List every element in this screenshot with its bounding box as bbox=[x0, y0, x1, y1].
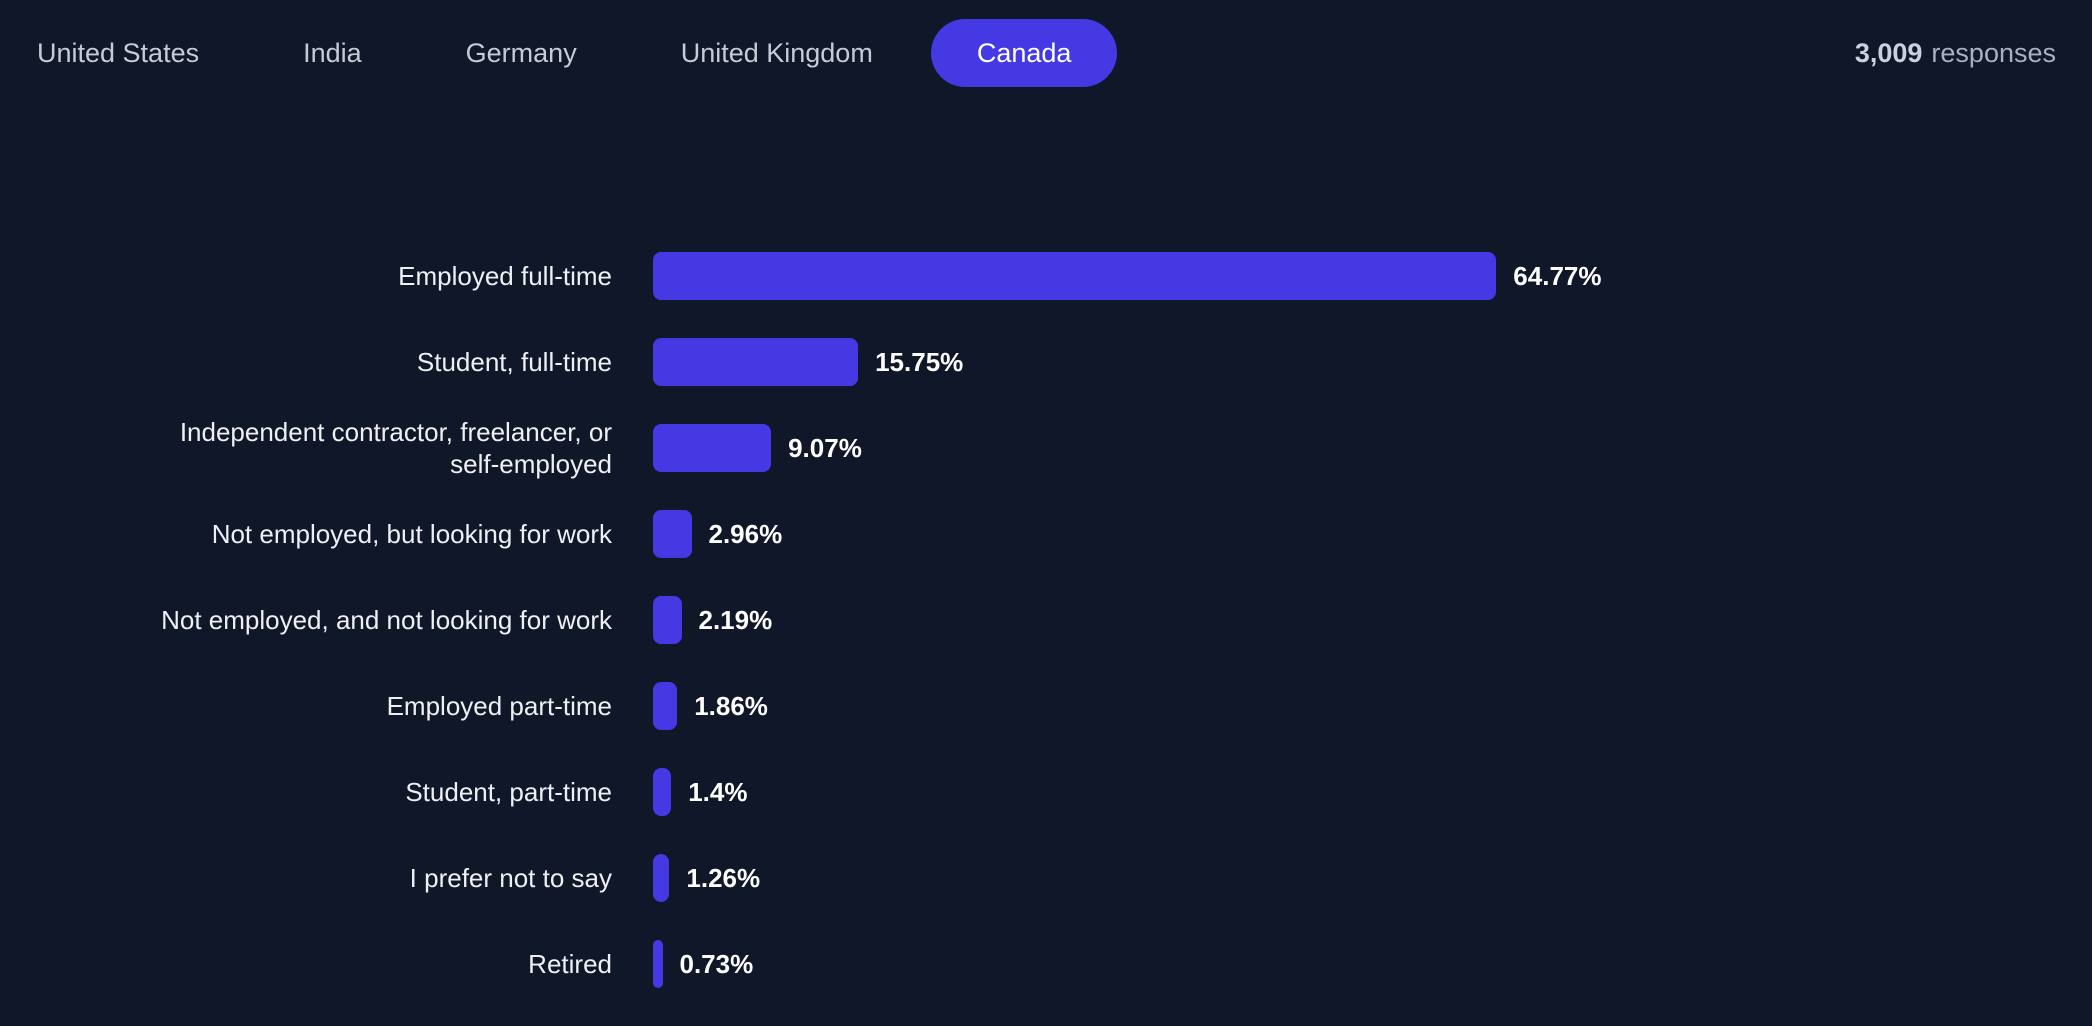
value-label: 64.77% bbox=[1513, 260, 1602, 291]
value-label: 15.75% bbox=[875, 346, 964, 377]
category-label: Employed full-time bbox=[398, 261, 612, 291]
value-label: 9.07% bbox=[788, 432, 862, 463]
bar-wrap: 1.86% bbox=[653, 682, 768, 730]
country-tabs: United States India Germany United Kingd… bbox=[37, 0, 1118, 106]
bar-wrap: 2.19% bbox=[653, 596, 772, 644]
value-label: 2.19% bbox=[698, 604, 773, 635]
category-label: Employed part-time bbox=[386, 691, 612, 721]
chart-row: Not employed, but looking for work 2.96% bbox=[0, 491, 2092, 577]
tab-united-kingdom[interactable]: United Kingdom bbox=[680, 37, 873, 68]
tab-canada[interactable]: Canada bbox=[930, 19, 1118, 87]
bar-wrap: 2.96% bbox=[653, 510, 782, 558]
bar bbox=[653, 252, 1497, 300]
value-label: 0.73% bbox=[679, 948, 754, 979]
employment-status-bar-chart: Employed full-time 64.77% Student, full-… bbox=[0, 233, 2092, 1007]
bar bbox=[653, 768, 672, 816]
header-bar: United States India Germany United Kingd… bbox=[0, 0, 2092, 106]
bar-wrap: 9.07% bbox=[653, 424, 862, 472]
bar-wrap: 15.75% bbox=[653, 338, 963, 386]
chart-row: Not employed, and not looking for work 2… bbox=[0, 577, 2092, 663]
responses-word: responses bbox=[1931, 37, 2056, 68]
category-label: Retired bbox=[528, 949, 612, 979]
bar-wrap: 0.73% bbox=[653, 940, 753, 988]
category-label: Student, part-time bbox=[405, 777, 612, 807]
responses-number: 3,009 bbox=[1854, 37, 1923, 68]
category-label: Not employed, but looking for work bbox=[211, 519, 612, 549]
chart-row: Student, part-time 1.4% bbox=[0, 749, 2092, 835]
value-label: 1.86% bbox=[694, 690, 768, 721]
chart-row: Employed part-time 1.86% bbox=[0, 663, 2092, 749]
tab-germany[interactable]: Germany bbox=[465, 37, 577, 68]
tab-india[interactable]: India bbox=[303, 37, 362, 68]
chart-row: I prefer not to say 1.26% bbox=[0, 835, 2092, 921]
category-label: Student, full-time bbox=[416, 347, 612, 377]
bar bbox=[653, 682, 678, 730]
bar-wrap: 1.4% bbox=[653, 768, 747, 816]
bar-wrap: 1.26% bbox=[653, 854, 760, 902]
responses-count: 3,009 responses bbox=[1855, 0, 2056, 106]
value-label: 1.4% bbox=[688, 776, 748, 807]
value-label: 1.26% bbox=[686, 862, 761, 893]
bar bbox=[653, 596, 682, 644]
category-label: Not employed, and not looking for work bbox=[161, 605, 612, 635]
category-label: Independent contractor, freelancer, or s… bbox=[179, 417, 612, 479]
chart-row: Retired 0.73% bbox=[0, 921, 2092, 1007]
bar bbox=[653, 854, 670, 902]
chart-row: Independent contractor, freelancer, or s… bbox=[0, 405, 2092, 491]
bar bbox=[653, 940, 663, 988]
bar-wrap: 64.77% bbox=[653, 252, 1601, 300]
bar bbox=[653, 338, 859, 386]
chart-row: Employed full-time 64.77% bbox=[0, 233, 2092, 319]
tab-united-states[interactable]: United States bbox=[37, 37, 200, 68]
bar bbox=[653, 510, 692, 558]
bar bbox=[653, 424, 772, 472]
value-label: 2.96% bbox=[708, 518, 783, 549]
chart-row: Student, full-time 15.75% bbox=[0, 319, 2092, 405]
category-label: I prefer not to say bbox=[409, 863, 612, 893]
